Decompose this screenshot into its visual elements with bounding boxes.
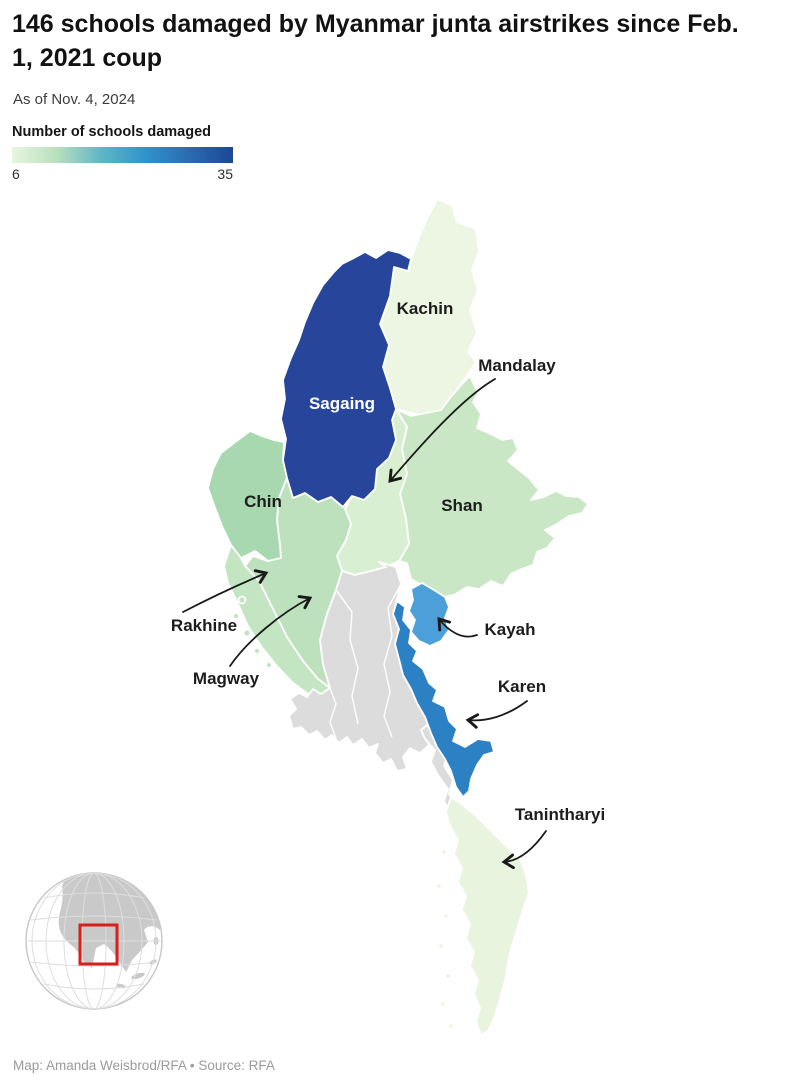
- page-title: 146 schools damaged by Myanmar junta air…: [12, 10, 739, 72]
- leader-arrow-rakhine: [182, 569, 269, 613]
- legend-gradient-bar: [12, 147, 233, 163]
- no-data-inner-borders: [329, 583, 402, 739]
- region-karen[interactable]: [392, 600, 495, 798]
- rakhine-islands: [232, 595, 273, 669]
- region-shan[interactable]: [395, 375, 589, 598]
- region-label-shan: Shan: [441, 496, 483, 515]
- region-sagaing[interactable]: [280, 249, 412, 508]
- region-label-kayah: Kayah: [484, 620, 536, 639]
- region-label-tanintharyi: Tanintharyi: [514, 805, 606, 824]
- region-tanintharyi[interactable]: [445, 796, 530, 1036]
- region-label-karen: Karen: [497, 677, 547, 696]
- region-label-magway: Magway: [192, 669, 260, 688]
- legend-max-value: 35: [217, 166, 233, 182]
- region-label-rakhine: Rakhine: [170, 616, 238, 635]
- region-label-kachin: Kachin: [396, 299, 454, 318]
- legend-title: Number of schools damaged: [12, 124, 212, 140]
- legend-scale: 6 35: [12, 166, 233, 182]
- leader-arrow-kayah: [437, 617, 478, 638]
- leader-arrow-mandalay: [388, 378, 496, 483]
- tanintharyi-islands: [435, 848, 455, 1030]
- subtitle: As of Nov. 4, 2024: [13, 91, 136, 108]
- globe-graticule: [26, 873, 162, 1009]
- region-label-sagaing: Sagaing: [308, 394, 376, 413]
- region-label-chin: Chin: [244, 492, 282, 511]
- region-label-mandalay: Mandalay: [478, 356, 556, 375]
- legend-min-value: 6: [12, 166, 20, 182]
- leader-arrow-karen: [465, 700, 528, 729]
- myanmar-highlight-box: [78, 923, 119, 966]
- leader-arrow-tanintharyi: [501, 830, 547, 870]
- map-credit: Map: Amanda Weisbrod/RFA • Source: RFA: [13, 1058, 275, 1073]
- leader-arrow-magway: [229, 595, 313, 667]
- globe-inset: [25, 872, 163, 1010]
